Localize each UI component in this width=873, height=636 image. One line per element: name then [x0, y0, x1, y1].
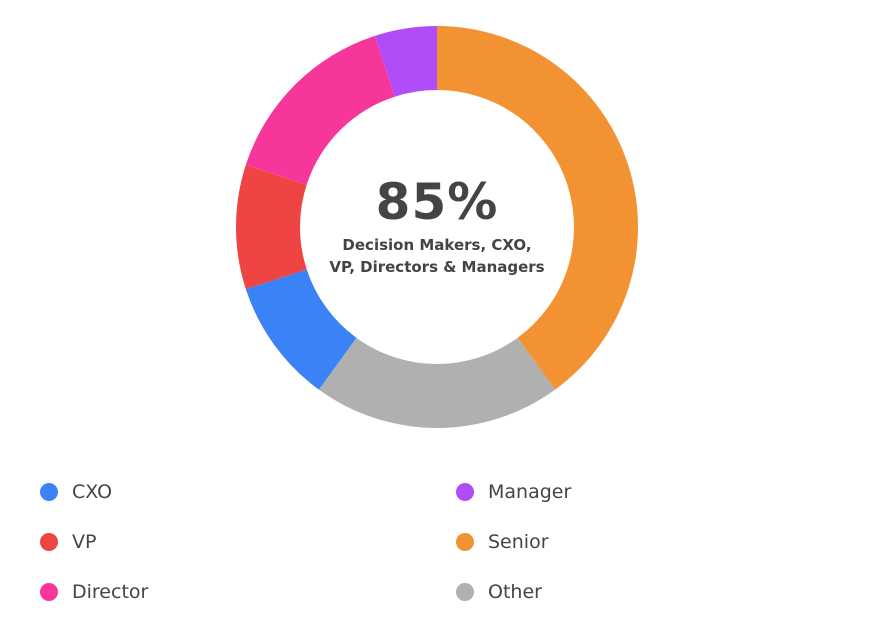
legend-item-cxo[interactable]: CXO	[40, 481, 112, 503]
legend-dot-icon	[456, 583, 474, 601]
slice-other[interactable]	[318, 337, 556, 428]
slice-director[interactable]	[245, 35, 395, 185]
legend-label: CXO	[72, 481, 113, 503]
slice-manager[interactable]	[374, 26, 437, 97]
legend-item-director[interactable]: Director	[40, 581, 148, 603]
legend-item-senior[interactable]: Senior	[456, 531, 549, 553]
legend-dot-icon	[40, 483, 58, 501]
legend-dot-icon	[40, 583, 58, 601]
legend-dot-icon	[40, 533, 58, 551]
legend-label: Manager	[488, 481, 572, 503]
donut-chart	[236, 26, 638, 428]
legend-item-other[interactable]: Other	[456, 581, 542, 603]
slice-senior[interactable]	[437, 26, 638, 390]
legend-label: Other	[488, 581, 542, 603]
center-label: 85% Decision Makers, CXO, VP, Directors …	[287, 170, 587, 278]
slice-cxo[interactable]	[245, 269, 357, 390]
legend-dot-icon	[456, 483, 474, 501]
center-label-line2: VP, Directors & Managers	[329, 258, 545, 276]
legend-label: Director	[72, 581, 149, 603]
legend-label: Senior	[488, 531, 549, 553]
center-value: 85%	[375, 173, 499, 231]
center-label-line1: Decision Makers, CXO,	[342, 236, 532, 254]
legend-dot-icon	[456, 533, 474, 551]
slice-vp[interactable]	[236, 164, 307, 290]
legend-item-vp[interactable]: VP	[40, 531, 96, 553]
legend-label: VP	[72, 531, 97, 553]
legend-item-manager[interactable]: Manager	[456, 481, 571, 503]
